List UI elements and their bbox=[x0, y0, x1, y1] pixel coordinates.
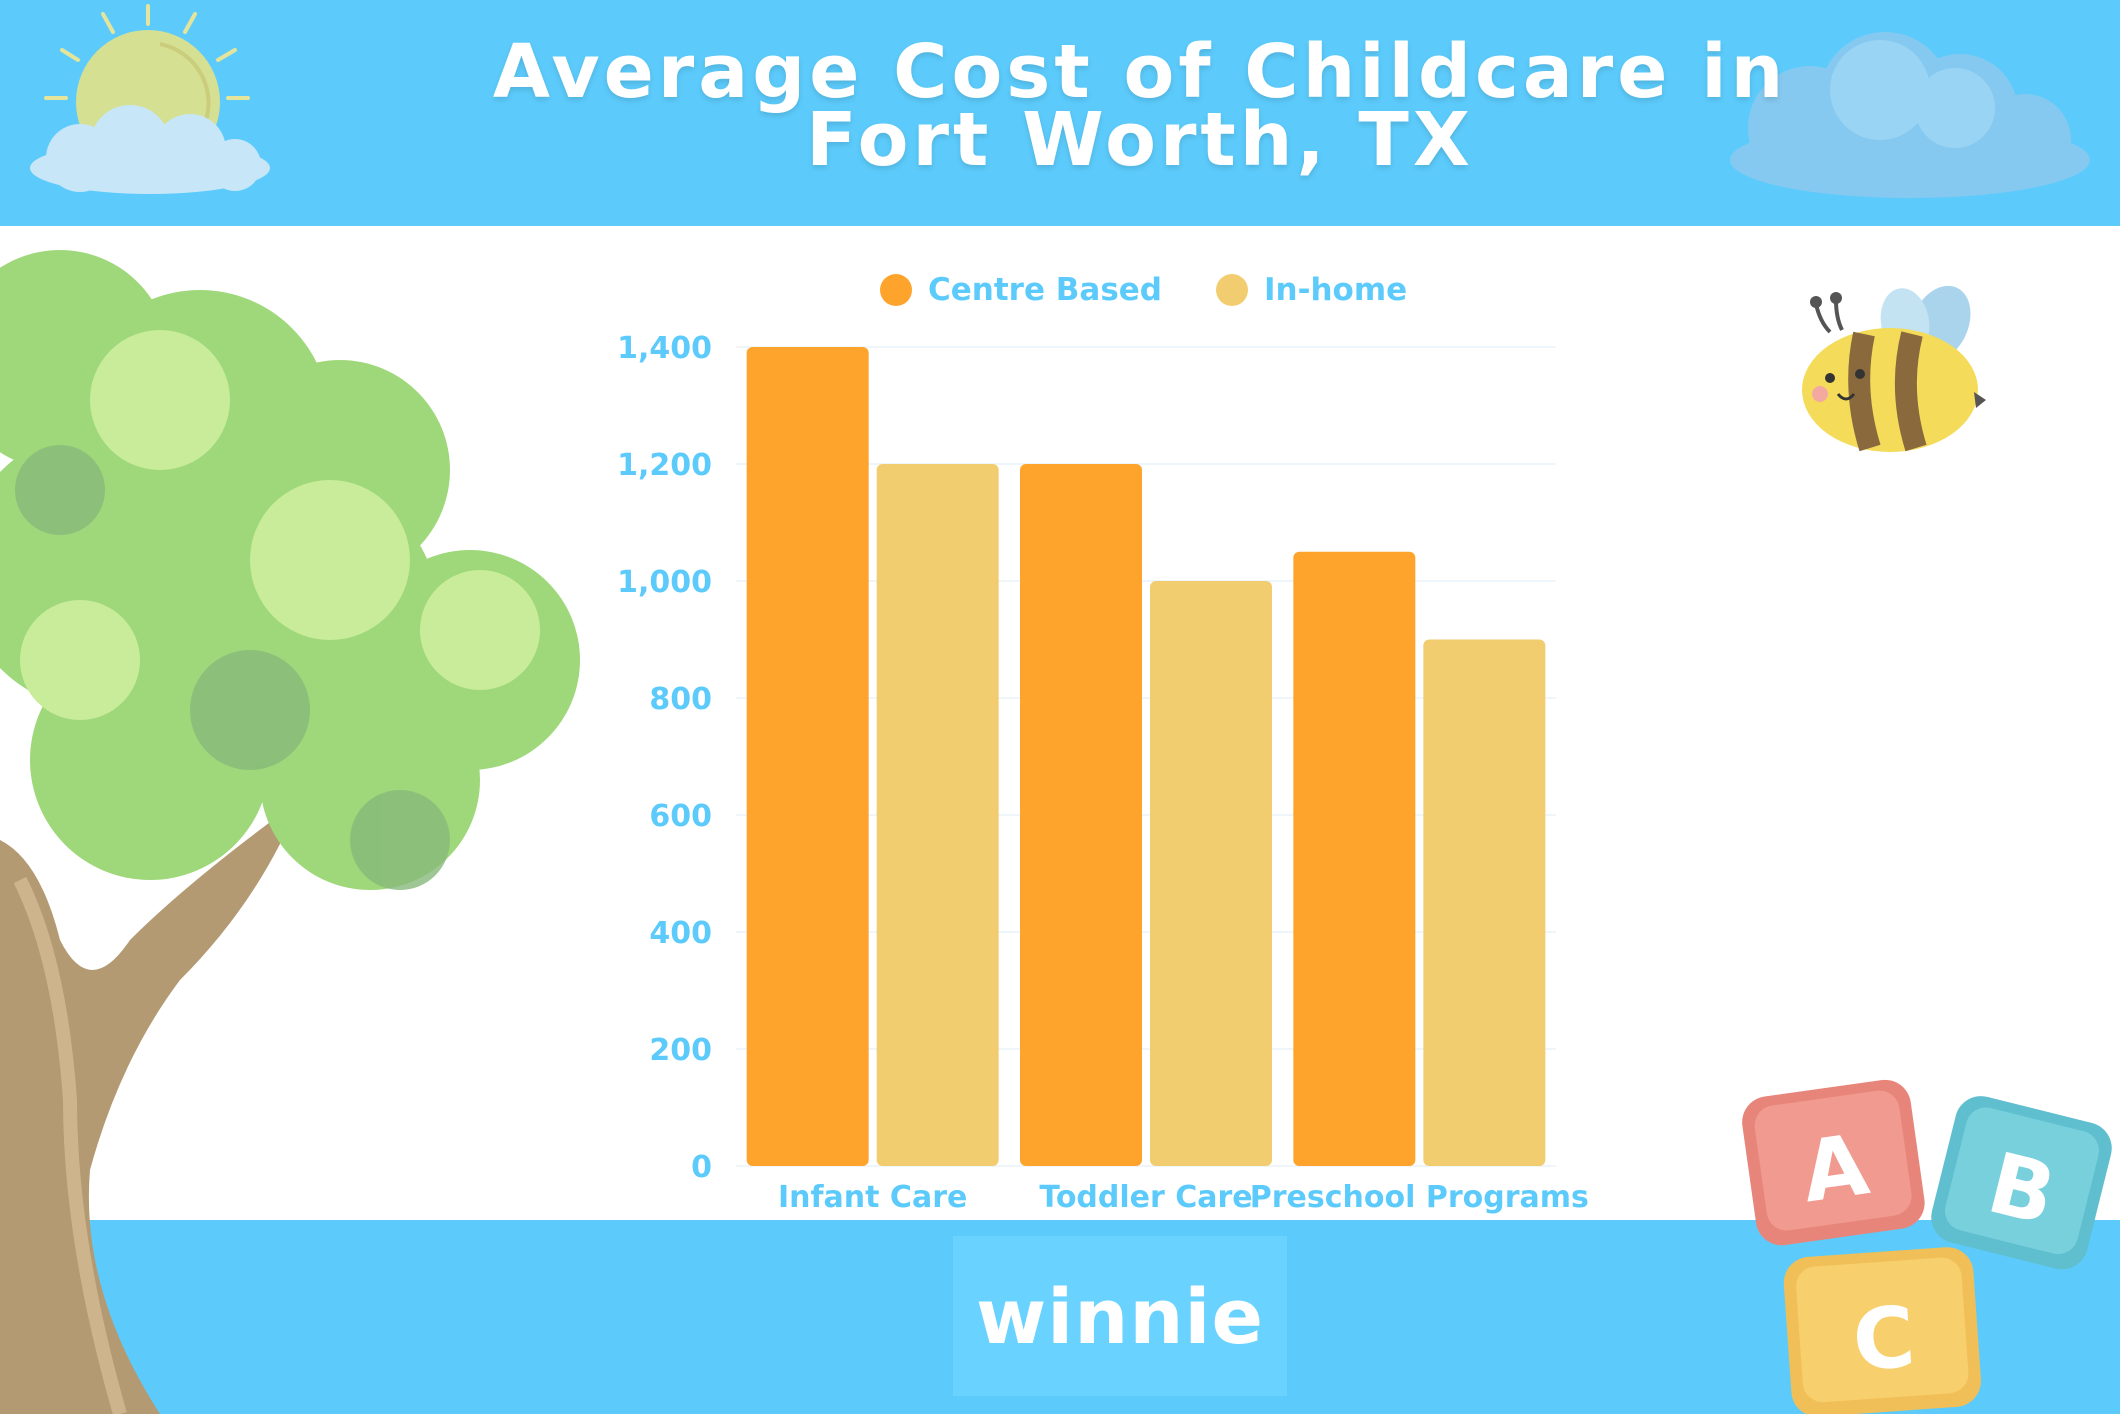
bar-centre-based bbox=[746, 347, 869, 1166]
y-tick-label: 1,200 bbox=[617, 448, 712, 483]
bee-icon bbox=[1802, 285, 1986, 452]
sun-cloud-icon bbox=[30, 4, 270, 194]
y-tick-label: 400 bbox=[649, 916, 712, 951]
legend-swatch-in-home bbox=[1215, 274, 1248, 306]
tree-icon bbox=[0, 250, 580, 1414]
x-tick-label: Toddler Care bbox=[1039, 1180, 1252, 1215]
y-tick-label: 600 bbox=[649, 799, 712, 834]
bar-centre-based bbox=[1293, 551, 1416, 1166]
block-a-letter: A bbox=[1796, 1115, 1874, 1221]
y-tick-label: 800 bbox=[649, 682, 712, 717]
bar-centre-based bbox=[1020, 464, 1142, 1166]
title-line-2: Fort Worth, TX bbox=[806, 97, 1474, 183]
brand-logo: winnie bbox=[975, 1271, 1265, 1361]
x-tick-label: Preschool Programs bbox=[1250, 1180, 1589, 1215]
cloud-icon bbox=[1730, 32, 2090, 198]
chart-title: Average Cost of Childcare in Fort Worth,… bbox=[420, 29, 1860, 183]
y-tick-label: 1,400 bbox=[617, 331, 712, 366]
y-tick-label: 200 bbox=[649, 1033, 712, 1068]
abc-blocks-icon: A B C bbox=[1742, 1079, 2112, 1414]
legend-label-in-home: In-home bbox=[1263, 272, 1408, 308]
title-line-1: Average Cost of Childcare in bbox=[492, 29, 1788, 115]
bar-in-home bbox=[1423, 639, 1546, 1166]
legend-item-in-home: In-home bbox=[1215, 272, 1408, 308]
chart-legend: Centre Based In-home bbox=[880, 268, 1407, 312]
block-c-letter: C bbox=[1850, 1288, 1918, 1390]
bar-in-home bbox=[876, 464, 999, 1166]
x-tick-label: Infant Care bbox=[778, 1180, 967, 1215]
y-tick-label: 1,000 bbox=[617, 565, 712, 600]
legend-label-centre-based: Centre Based bbox=[928, 272, 1162, 308]
brand-logo-box: winnie bbox=[953, 1236, 1287, 1396]
legend-swatch-centre-based bbox=[880, 274, 912, 306]
legend-item-centre-based: Centre Based bbox=[880, 272, 1162, 308]
bar-in-home bbox=[1150, 581, 1272, 1166]
y-tick-label: 0 bbox=[691, 1150, 712, 1185]
